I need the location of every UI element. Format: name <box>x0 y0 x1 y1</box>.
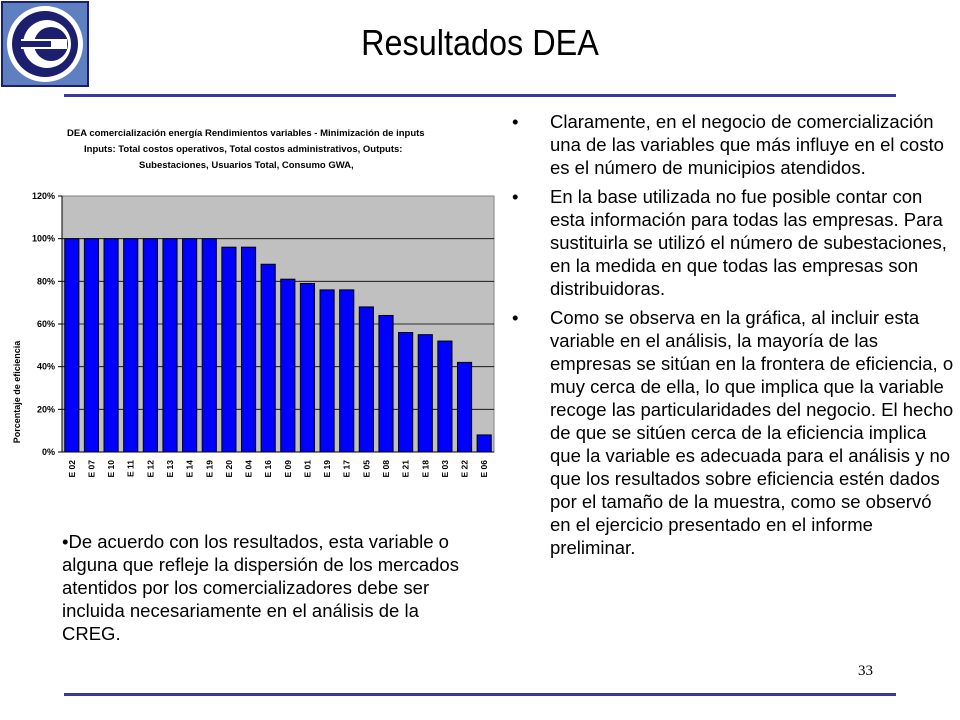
chart-y-tick-label: 120% <box>32 191 55 201</box>
chart-y-tick-label: 0% <box>42 447 55 457</box>
bullet-item-2: En la base utilizada no fue posible cont… <box>508 185 956 300</box>
chart-x-tick-label: E 05 <box>361 460 371 478</box>
chart-y-tick-label: 80% <box>37 276 55 286</box>
company-logo <box>1 1 89 87</box>
explanation-bullets: Claramente, en el negocio de comercializ… <box>508 110 956 565</box>
chart-bar <box>476 434 492 453</box>
chart-bar <box>221 246 237 453</box>
chart-x-tick-label: E 22 <box>460 460 470 478</box>
chart-bar <box>339 289 355 453</box>
bottom-divider <box>64 693 896 696</box>
chart-title-line-1: DEA comercialización energía Rendimiento… <box>67 128 425 139</box>
chart-plot-area: 0% 20% 40% 60% 80% 100% 120% E 02 E 07 E 10 E 11 E … <box>32 191 495 478</box>
chart-bar <box>123 238 139 453</box>
chart-x-tick-label: E 18 <box>420 460 430 478</box>
chart-bar <box>182 238 198 453</box>
chart-bar <box>437 340 453 453</box>
chart-y-tick-label: 100% <box>32 234 55 244</box>
chart-bar <box>201 238 217 453</box>
chart-bar <box>280 278 296 453</box>
chart-title-line-3: Subestaciones, Usuarios Total, Consumo G… <box>139 160 354 171</box>
chart-x-tick-label: E 08 <box>381 460 391 478</box>
chart-bar <box>64 238 80 453</box>
chart-bar <box>319 289 335 453</box>
chart-bar <box>398 332 414 453</box>
chart-x-tick-label: E 16 <box>263 460 273 478</box>
chart-y-tick-label: 60% <box>37 319 55 329</box>
chart-x-tick-label: E 07 <box>86 460 96 478</box>
bullet-item-3: Como se observa en la gráfica, al inclui… <box>508 306 956 559</box>
chart-x-tick-label: E 12 <box>145 460 155 478</box>
page-number: 33 <box>858 663 873 679</box>
chart-y-tick-label: 40% <box>37 362 55 372</box>
chart-bar <box>103 238 119 453</box>
chart-bar <box>299 282 316 453</box>
chart-y-axis-label: Porcentaje de eficiencia <box>12 340 22 444</box>
chart-x-tick-label: E 13 <box>165 460 175 478</box>
chart-x-tick-label: E 14 <box>185 460 195 478</box>
chart-x-tick-label: E 03 <box>440 460 450 478</box>
bullet-item-1: Claramente, en el negocio de comercializ… <box>508 110 956 179</box>
chart-x-tick-label: E 11 <box>126 460 136 477</box>
chart-bar <box>417 334 433 453</box>
chart-bar <box>240 246 257 453</box>
e-logo-icon <box>7 6 83 82</box>
chart-x-tick-label: E 20 <box>224 460 234 478</box>
chart-bar <box>456 361 473 453</box>
chart-x-tick-label: E 17 <box>342 460 352 478</box>
chart-x-tick-label: E 01 <box>302 460 312 478</box>
efficiency-bar-chart: DEA comercialización energía Rendimiento… <box>12 128 495 478</box>
chart-x-tick-label: E 06 <box>479 460 489 478</box>
chart-bar <box>260 263 276 453</box>
chart-x-tick-label: E 02 <box>67 460 77 478</box>
chart-bar <box>83 238 100 453</box>
chart-x-tick-label: E 04 <box>244 460 254 478</box>
top-divider <box>64 94 896 97</box>
chart-x-tick-label: E 21 <box>401 460 411 478</box>
chart-title-line-2: Inputs: Total costos operativos, Total c… <box>84 144 402 155</box>
chart-bar <box>142 238 158 453</box>
slide-title: Resultados DEA <box>361 22 599 63</box>
chart-x-tick-label: E 10 <box>106 460 116 478</box>
chart-bar <box>358 306 374 453</box>
chart-bar <box>162 238 178 453</box>
chart-bar <box>378 314 394 453</box>
conclusion-note: •De acuerdo con los resultados, esta var… <box>62 531 459 644</box>
chart-x-tick-label: E 09 <box>283 460 293 478</box>
chart-x-tick-label: E 19 <box>322 460 332 478</box>
chart-y-tick-label: 20% <box>37 404 55 414</box>
chart-x-tick-label: E 19 <box>204 460 214 478</box>
